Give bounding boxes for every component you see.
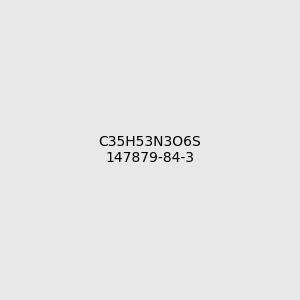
Text: C35H53N3O6S
147879-84-3: C35H53N3O6S 147879-84-3 (99, 135, 201, 165)
